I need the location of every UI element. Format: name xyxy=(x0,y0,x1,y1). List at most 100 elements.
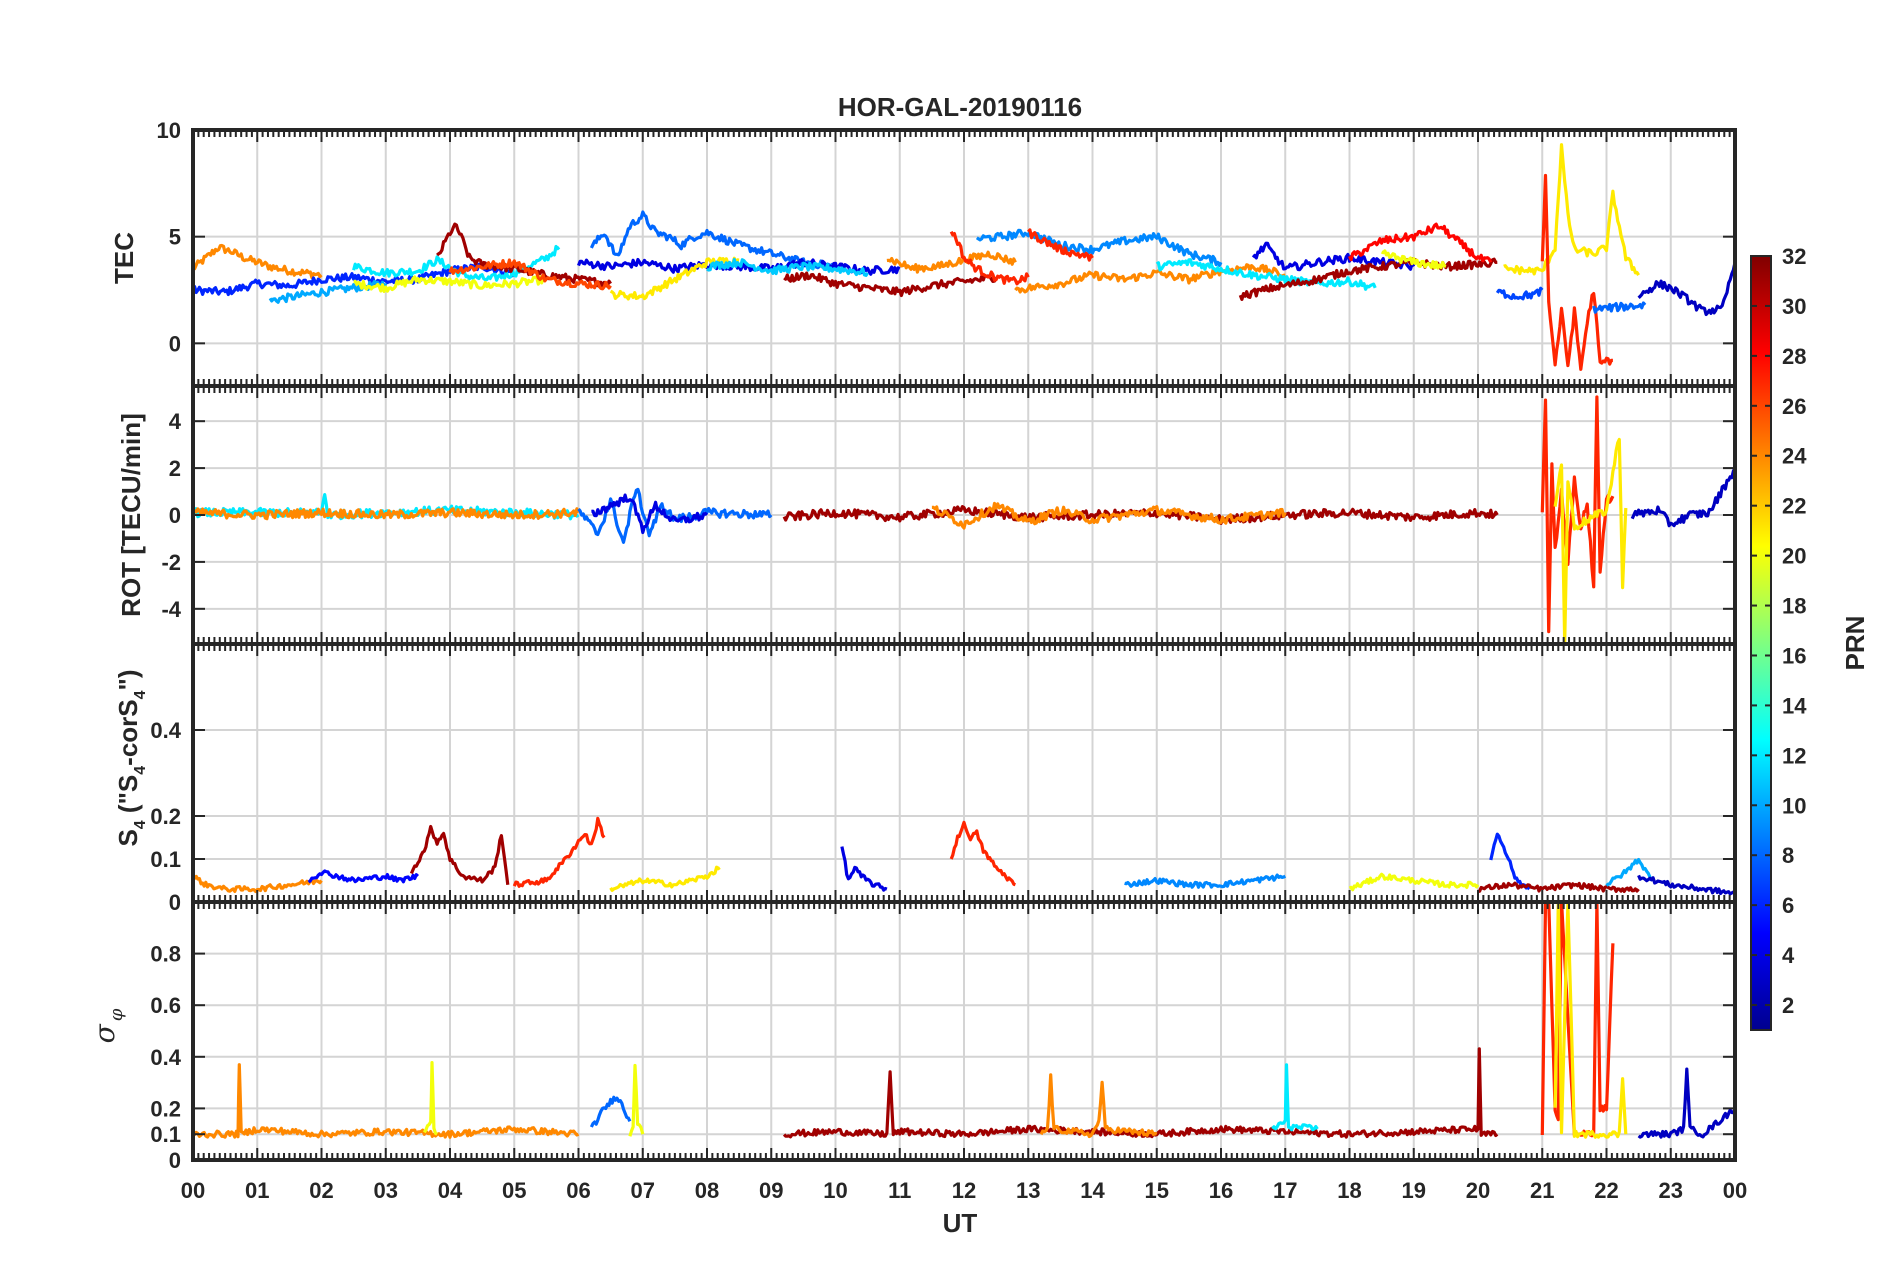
tec-series xyxy=(193,143,1735,371)
tec-series-prn-3 xyxy=(1637,261,1735,317)
tec-series-prn-24 xyxy=(1014,263,1286,294)
x-tick-label: 03 xyxy=(374,1178,398,1203)
s4-series-prn-21 xyxy=(609,865,721,892)
x-tick-label: 15 xyxy=(1145,1178,1169,1203)
x-tick-label: 13 xyxy=(1016,1178,1040,1203)
sigma-y-tick-label: 0.6 xyxy=(150,993,181,1018)
sigma-series-prn-3 xyxy=(1637,1067,1735,1139)
tec-series-prn-8 xyxy=(1592,301,1647,314)
x-tick-label: 08 xyxy=(695,1178,719,1203)
x-tick-label: 23 xyxy=(1659,1178,1683,1203)
sigma-y-tick-label: 0.4 xyxy=(150,1045,181,1070)
sigma-series-prn-20 xyxy=(422,1060,438,1136)
tec-series-prn-27 xyxy=(1540,173,1613,371)
rot-y-tick-label: -2 xyxy=(161,550,181,575)
sigma-series-prn-24 xyxy=(193,1063,580,1139)
x-tick-label: 07 xyxy=(631,1178,655,1203)
s4-series-prn-3 xyxy=(1637,874,1735,896)
x-tick-label: 17 xyxy=(1273,1178,1297,1203)
rot-series-prn-4 xyxy=(591,493,709,535)
tec-series-prn-26 xyxy=(448,258,612,291)
tec-y-tick-label: 5 xyxy=(169,225,181,250)
rot-y-tick-label: 0 xyxy=(169,503,181,528)
tec-series-prn-9 xyxy=(975,228,1223,267)
rot-series-prn-24 xyxy=(931,501,1287,530)
s4-series-prn-5 xyxy=(307,869,419,884)
x-tick-label: 10 xyxy=(823,1178,847,1203)
colorbar-tick-label: 12 xyxy=(1782,743,1806,768)
colorbar-tick-label: 14 xyxy=(1782,693,1807,718)
colorbar-tick-label: 16 xyxy=(1782,643,1806,668)
s4-series-prn-20 xyxy=(1348,872,1480,892)
tec-y-tick-label: 10 xyxy=(157,118,181,143)
s4-series-prn-27 xyxy=(512,816,606,888)
s4-series-prn-10 xyxy=(1605,857,1653,887)
sigma-y-tick-label: 0.2 xyxy=(150,1096,181,1121)
sigma-y-tick-label: 0.1 xyxy=(150,1122,181,1147)
rot-y-tick-label: -4 xyxy=(161,597,181,622)
colorbar-gradient xyxy=(1750,255,1772,1031)
rot-y-tick-label: 4 xyxy=(169,409,182,434)
tec-series-prn-21 xyxy=(1503,143,1640,276)
rot-series-prn-24 xyxy=(193,507,580,521)
x-tick-label: 01 xyxy=(245,1178,269,1203)
tec-series-prn-11 xyxy=(706,257,869,277)
x-tick-label: 00 xyxy=(1723,1178,1747,1203)
colorbar-tick-label: 20 xyxy=(1782,544,1806,569)
tec-series-prn-8 xyxy=(589,210,837,270)
x-tick-label: 02 xyxy=(309,1178,333,1203)
x-tick-label: 04 xyxy=(438,1178,463,1203)
tec-series-prn-31 xyxy=(783,271,998,298)
colorbar-tick-label: 8 xyxy=(1782,843,1794,868)
sigma-y-tick-label: 0 xyxy=(169,1148,181,1173)
s4-series-prn-31 xyxy=(409,824,510,885)
s4-y-tick-label: 0.4 xyxy=(150,718,181,743)
rot-series-prn-27 xyxy=(1540,395,1615,634)
x-tick-label: 20 xyxy=(1466,1178,1490,1203)
colorbar-tick-label: 6 xyxy=(1782,893,1794,918)
x-axis-label: UT xyxy=(943,1208,978,1238)
sigma-series-prn-20 xyxy=(628,1063,645,1137)
sigma-y-tick-label: 0.8 xyxy=(150,942,181,967)
x-tick-label: 00 xyxy=(181,1178,205,1203)
sigma-series-prn-21 xyxy=(1553,902,1628,1139)
tec-series-prn-7 xyxy=(1495,286,1544,301)
s4-y-tick-label: 0.2 xyxy=(150,804,181,829)
tec-series-prn-27 xyxy=(1027,228,1094,262)
tec-series-prn-12 xyxy=(1155,258,1377,291)
rot-panel: -4 -2 0 2 4 xyxy=(161,384,1737,646)
s4-series-prn-27 xyxy=(949,820,1016,887)
colorbar-tick-label: 22 xyxy=(1782,494,1806,519)
tec-series-prn-27 xyxy=(949,230,1030,286)
x-tick-label: 14 xyxy=(1080,1178,1105,1203)
colorbar-tick-label: 18 xyxy=(1782,594,1806,619)
sigma-x-ticks xyxy=(192,902,1736,1160)
x-tick-label: 16 xyxy=(1209,1178,1233,1203)
rot-y-tick-label: 2 xyxy=(169,456,181,481)
x-tick-label: 18 xyxy=(1337,1178,1361,1203)
tec-series-prn-31 xyxy=(436,222,612,288)
colorbar-label: PRN xyxy=(1840,616,1870,671)
sigma-series-prn-8 xyxy=(589,1095,632,1128)
x-tick-label: 21 xyxy=(1530,1178,1554,1203)
chart-title: HOR-GAL-20190116 xyxy=(838,92,1082,122)
x-tick-label: 11 xyxy=(888,1178,911,1203)
colorbar-tick-label: 28 xyxy=(1782,344,1806,369)
colorbar-tick-label: 32 xyxy=(1782,244,1806,269)
colorbar-tick-label: 2 xyxy=(1782,993,1794,1018)
colorbar-tick-label: 10 xyxy=(1782,793,1806,818)
x-tick-labels: 00 01 02 03 04 05 06 07 08 09 10 11 12 13 14 15 16 17 18 19… xyxy=(181,1178,1747,1203)
colorbar-tick-label: 26 xyxy=(1782,394,1806,419)
x-tick-label: 05 xyxy=(502,1178,526,1203)
tec-y-tick-label: 0 xyxy=(169,331,181,356)
rot-series-prn-3 xyxy=(1630,467,1735,528)
s4-series-prn-31 xyxy=(1477,881,1640,894)
x-tick-label: 22 xyxy=(1594,1178,1618,1203)
tec-series-prn-28 xyxy=(1348,222,1493,264)
colorbar-tick-label: 30 xyxy=(1782,294,1806,319)
s4-y-tick-label: 0.1 xyxy=(150,847,181,872)
rot-series-prn-21 xyxy=(1553,437,1628,644)
sigma-series-prn-31 xyxy=(782,1047,1499,1139)
tec-series-prn-20 xyxy=(1380,249,1447,270)
